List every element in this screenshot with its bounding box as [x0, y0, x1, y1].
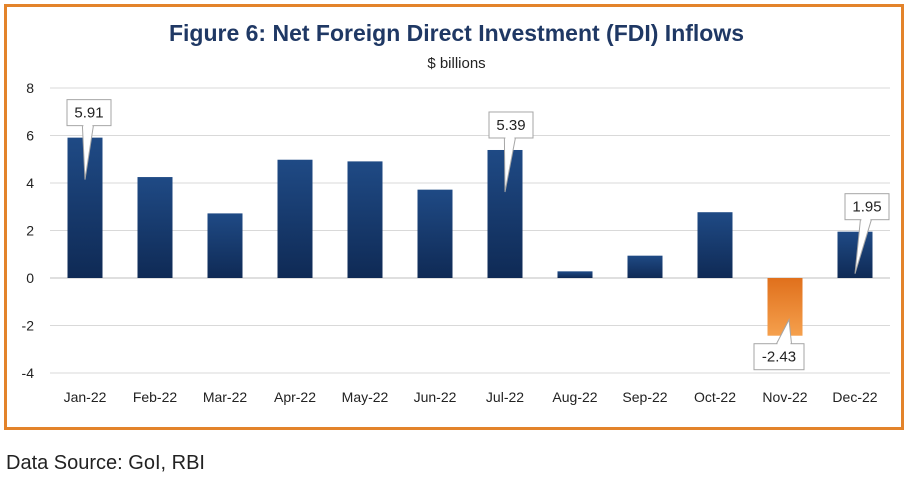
chart-subtitle: $ billions — [427, 55, 486, 72]
x-tick-label: Apr-22 — [274, 389, 316, 405]
y-tick-label: 0 — [26, 270, 34, 286]
x-tick-label: Jun-22 — [414, 389, 457, 405]
data-source: Data Source: GoI, RBI — [6, 452, 205, 474]
data-label-text: 5.91 — [74, 105, 103, 122]
bar-jun-22 — [417, 189, 453, 278]
bar-feb-22 — [137, 177, 173, 278]
x-tick-label: Aug-22 — [552, 389, 597, 405]
data-label-10: -2.43 — [753, 318, 805, 371]
y-tick-label: 2 — [26, 223, 34, 239]
bar-chart: -4 -2 0 2 4 6 8 Jan-22 Feb-22 Mar-22 Apr-22 May-22… — [22, 80, 890, 405]
data-label-text: 5.39 — [496, 117, 525, 134]
chart-title: Figure 6: Net Foreign Direct Investment … — [168, 20, 745, 46]
bar-apr-22 — [277, 159, 313, 278]
bar-aug-22 — [557, 271, 593, 278]
data-label-text: 1.95 — [852, 199, 881, 216]
x-tick-label: Sep-22 — [622, 389, 667, 405]
y-tick-label: 4 — [26, 175, 34, 191]
data-label-11: 1.95 — [844, 193, 890, 274]
data-label-text: -2.43 — [762, 349, 796, 366]
y-tick-label: -2 — [22, 318, 35, 334]
data-label-0: 5.91 — [66, 99, 112, 180]
data-label-box — [488, 111, 534, 139]
bar-mar-22 — [207, 213, 243, 278]
bar-sep-22 — [627, 255, 663, 278]
x-tick-label: Dec-22 — [832, 389, 877, 405]
bar-oct-22 — [697, 212, 733, 278]
x-tick-label: Jul-22 — [486, 389, 524, 405]
x-tick-label: Oct-22 — [694, 389, 736, 405]
data-label-box — [66, 99, 112, 127]
x-tick-label: Feb-22 — [133, 389, 178, 405]
y-tick-label: 6 — [26, 128, 34, 144]
data-label-6: 5.39 — [488, 111, 534, 193]
bar-may-22 — [347, 161, 383, 278]
data-label-box — [753, 343, 805, 371]
y-tick-label: -4 — [22, 365, 35, 381]
x-tick-label: Nov-22 — [762, 389, 807, 405]
x-tick-label: May-22 — [342, 389, 389, 405]
data-label-box — [844, 193, 890, 221]
x-tick-label: Mar-22 — [203, 389, 248, 405]
y-tick-label: 8 — [26, 80, 34, 96]
bar-nov-22 — [767, 278, 803, 336]
x-tick-label: Jan-22 — [64, 389, 107, 405]
